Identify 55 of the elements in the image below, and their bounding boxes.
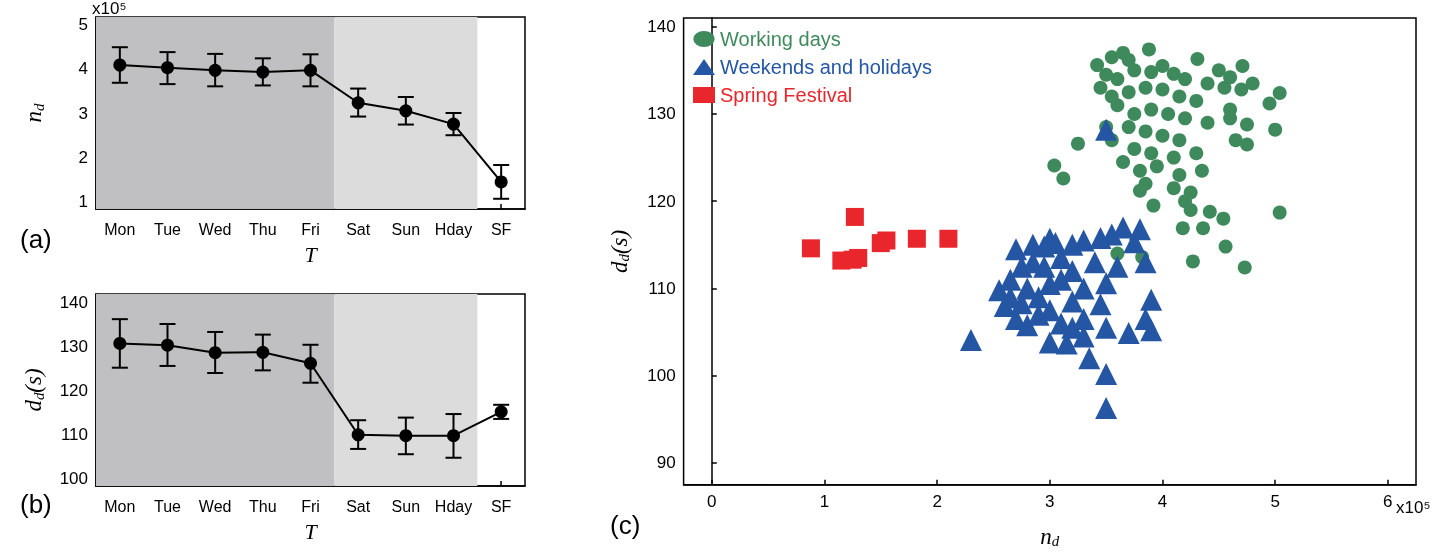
text: (c)	[610, 510, 641, 540]
y-axis-title: nd	[21, 102, 47, 123]
text: Working days	[720, 28, 841, 50]
x-tick-label: Sat	[346, 220, 371, 238]
x-tick-label: 3	[1045, 491, 1055, 511]
y-tick-label: 4	[78, 59, 88, 79]
x-tick-label: SF	[490, 220, 512, 238]
y-tick-label: 140	[647, 17, 676, 37]
x-tick-label: Hday	[434, 220, 473, 238]
x-tick-label: Fri	[301, 497, 320, 515]
x-tick-label: Sun	[391, 220, 421, 238]
y-tick-label: 2	[78, 147, 88, 167]
y-tick-label: 100	[59, 469, 88, 489]
annotation: x10⁵	[92, 0, 127, 18]
x-tick-label: Sat	[346, 497, 371, 515]
x-tick-label: Hday	[434, 497, 473, 515]
y-tick-label: 100	[647, 366, 676, 386]
x-tick-label: Wed	[198, 220, 232, 238]
x-tick-label: 4	[1157, 491, 1168, 511]
x-tick-label: 5	[1270, 491, 1280, 511]
x-tick-label: Fri	[301, 220, 320, 238]
x-tick-label: SF	[490, 497, 512, 515]
y-tick-label: 3	[78, 103, 88, 123]
x-tick-label: Wed	[198, 497, 232, 515]
x-axis-title: nd	[1040, 524, 1060, 550]
x-tick-label: 2	[932, 491, 942, 511]
y-tick-label: 120	[59, 381, 88, 401]
x-axis-title: T	[304, 518, 319, 544]
legend-label: Weekends and holidays	[720, 56, 932, 78]
x-tick-label: Tue	[154, 220, 182, 238]
legend-label: Spring Festival	[720, 84, 853, 106]
x-tick-label: Mon	[104, 220, 136, 238]
x-tick-label: Thu	[249, 220, 277, 238]
y-tick-label: 110	[60, 425, 88, 445]
y-tick-label: 5	[78, 14, 88, 34]
text: x10⁵	[1396, 498, 1431, 517]
text: (a)	[20, 224, 52, 254]
x-tick-label: Sun	[391, 497, 421, 515]
x-tick-label: 6	[1383, 491, 1393, 511]
x-tick-label: Thu	[249, 497, 277, 515]
y-tick-label: 130	[647, 104, 676, 124]
x-tick-label: Tue	[154, 497, 182, 515]
y-axis-title: dd(s)	[21, 368, 47, 412]
y-tick-label: 110	[648, 278, 676, 298]
y-tick-label: 90	[656, 453, 676, 473]
x-tick-label: 1	[819, 491, 830, 511]
y-tick-label: 1	[78, 192, 88, 212]
x-tick-label: Mon	[104, 497, 136, 515]
text: (b)	[20, 489, 52, 519]
x-tick-label: 0	[707, 491, 717, 511]
y-tick-label: 120	[647, 191, 676, 211]
y-axis-title: dd(s)	[607, 229, 633, 274]
y-tick-label: 140	[59, 292, 88, 312]
x-axis-title: T	[304, 241, 319, 267]
y-tick-label: 130	[59, 337, 88, 357]
